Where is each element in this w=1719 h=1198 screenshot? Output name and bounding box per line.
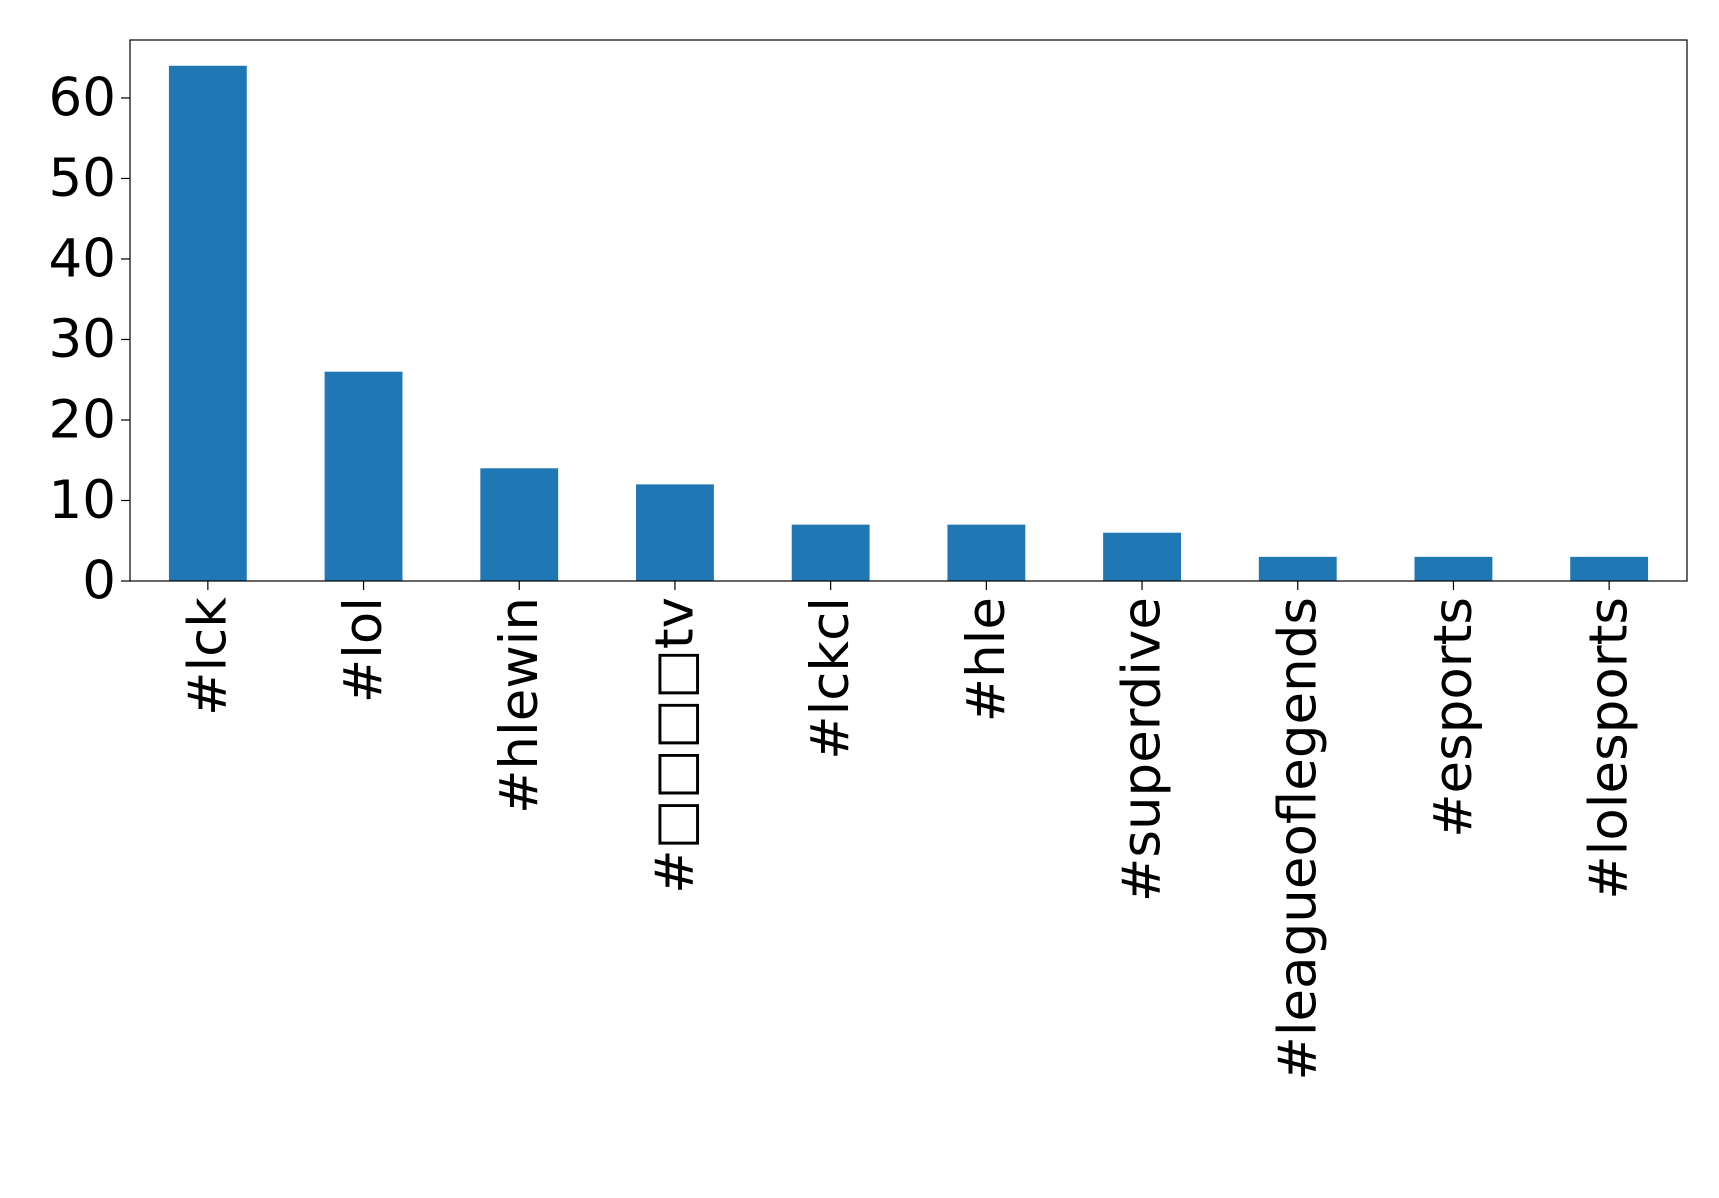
- y-tick-label: 60: [49, 67, 116, 128]
- bar: [1103, 532, 1181, 581]
- y-tick-label: 0: [82, 551, 116, 612]
- bar: [947, 524, 1026, 581]
- bar: [168, 65, 247, 581]
- bar: [636, 484, 714, 581]
- x-tick-label: #esports: [1423, 597, 1484, 838]
- bar: [791, 524, 870, 581]
- x-tick-label: #hle: [956, 597, 1017, 722]
- x-tick-label: #lolesports: [1579, 597, 1640, 900]
- x-tick-label: #hlewin: [489, 597, 550, 814]
- y-tick-label: 30: [49, 309, 116, 370]
- bar: [1414, 556, 1493, 581]
- x-tick-label: #leagueoflegends: [1267, 597, 1328, 1081]
- y-tick-label: 40: [49, 228, 116, 289]
- x-tick-label: #□□□□tv: [644, 597, 705, 894]
- bar: [1258, 556, 1337, 581]
- y-tick-label: 20: [49, 389, 116, 450]
- x-tick-label: #superdive: [1112, 597, 1173, 902]
- x-tick-label: #lck: [177, 597, 238, 716]
- bar: [324, 371, 403, 581]
- bar: [480, 468, 559, 581]
- bar: [1570, 556, 1649, 581]
- y-tick-label: 10: [49, 470, 116, 531]
- plot-frame: [129, 39, 1688, 582]
- y-tick-label: 50: [49, 148, 116, 209]
- x-tick-label: #lckcl: [800, 597, 861, 760]
- x-tick-label: #lol: [333, 597, 394, 703]
